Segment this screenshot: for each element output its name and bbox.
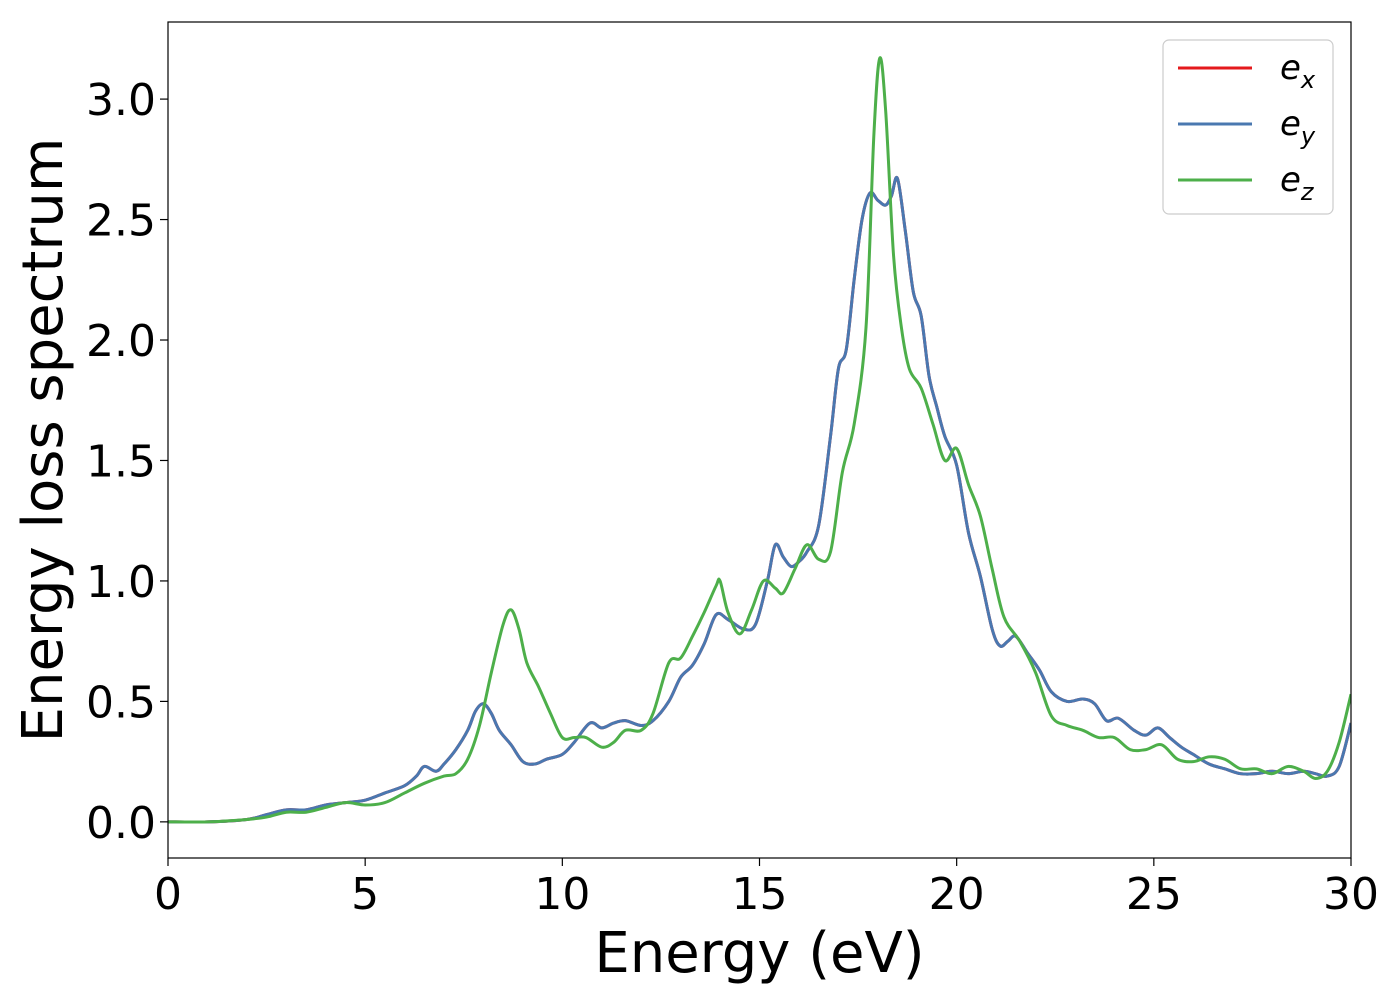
series-layer bbox=[168, 56, 1351, 824]
y-axis-title: Energy loss spectrum bbox=[11, 138, 76, 743]
legend-label-x: ex bbox=[1280, 48, 1316, 94]
x-tick-label: 15 bbox=[732, 869, 788, 920]
x-axis: 0 5 10 15 20 25 30 bbox=[154, 858, 1379, 920]
series-line-y bbox=[168, 175, 1351, 824]
y-tick-label: 0.5 bbox=[86, 677, 156, 728]
legend-box bbox=[1162, 39, 1334, 215]
y-tick-label: 0.0 bbox=[86, 798, 156, 849]
x-tick-label: 10 bbox=[534, 869, 590, 920]
y-tick-label: 3.0 bbox=[86, 75, 156, 126]
y-tick-label: 2.5 bbox=[86, 196, 156, 247]
x-tick-label: 5 bbox=[351, 869, 379, 920]
x-tick-label: 30 bbox=[1323, 869, 1379, 920]
x-tick-label: 25 bbox=[1126, 869, 1182, 920]
y-tick-label: 1.5 bbox=[86, 436, 156, 487]
x-tick-label: 20 bbox=[929, 869, 985, 920]
y-tick-label: 2.0 bbox=[86, 316, 156, 367]
x-axis-title: Energy (eV) bbox=[594, 921, 924, 986]
series-line-z bbox=[168, 56, 1351, 824]
legend-label-y: ey bbox=[1280, 104, 1316, 150]
x-tick-label: 0 bbox=[154, 869, 182, 920]
y-tick-label: 1.0 bbox=[86, 557, 156, 608]
y-axis: 0.0 0.5 1.0 1.5 2.0 2.5 3.0 bbox=[86, 75, 168, 849]
legend-label-z: ez bbox=[1280, 160, 1315, 206]
legend: ex ey ez bbox=[1162, 39, 1334, 215]
